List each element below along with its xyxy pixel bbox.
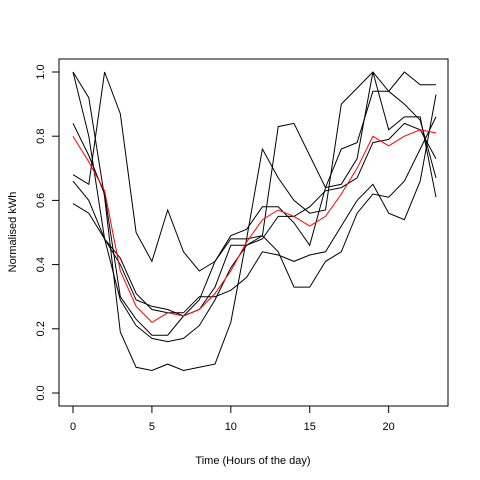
series-layer (72, 71, 437, 372)
y-tick-label: 0.4 (35, 257, 47, 272)
x-axis-title: Time (Hours of the day) (195, 455, 310, 467)
x-tick-label: 5 (149, 421, 155, 433)
y-tick-label: 0.2 (35, 321, 47, 336)
x-tick-label: 20 (383, 421, 395, 433)
series-line-5 (72, 94, 437, 314)
y-axis-title: Normalised kWh (7, 192, 19, 273)
series-line-7 (72, 129, 437, 324)
y-axis: 0.0 0.2 0.4 0.6 0.8 1.0 (35, 64, 60, 401)
y-tick-label: 1.0 (35, 64, 47, 79)
x-axis: 0 5 10 15 20 (70, 405, 395, 433)
x-tick-label: 0 (70, 421, 76, 433)
x-tick-label: 15 (304, 421, 316, 433)
series-line-3 (72, 71, 437, 343)
series-line-2 (72, 71, 436, 272)
y-tick-label: 0.8 (35, 129, 47, 144)
y-tick-label: 0.6 (35, 193, 47, 208)
x-tick-label: 10 (225, 421, 237, 433)
series-line-4 (72, 90, 437, 336)
series-line-6 (72, 122, 437, 317)
y-tick-label: 0.0 (35, 385, 47, 400)
series-line-1 (72, 71, 437, 372)
